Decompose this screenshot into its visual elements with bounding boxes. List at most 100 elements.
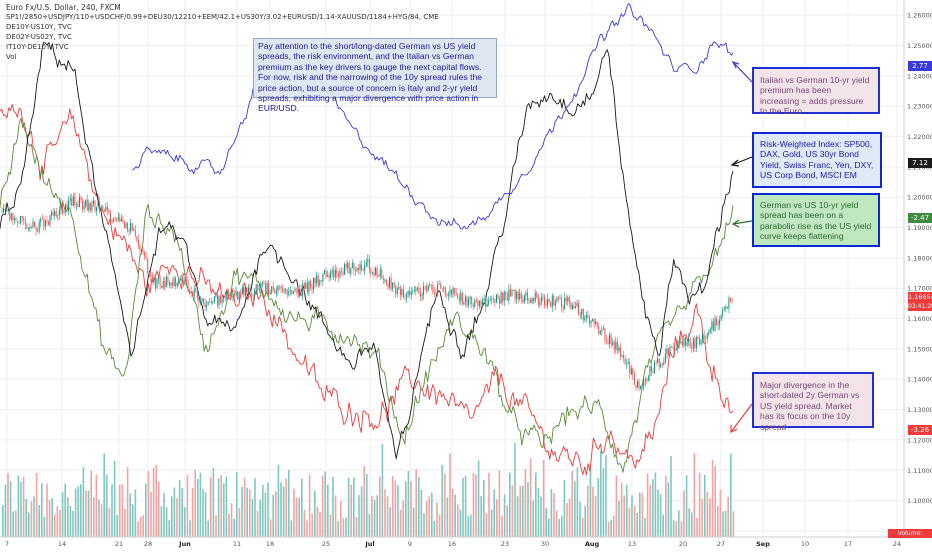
price-candle [551, 295, 553, 307]
price-candle [609, 334, 611, 344]
price-candle [399, 287, 401, 295]
volume-bar [498, 470, 501, 537]
price-candle [240, 291, 242, 293]
price-candle [595, 321, 597, 324]
price-candle [182, 281, 184, 285]
price-candle [125, 223, 127, 228]
volume-bar [74, 488, 77, 537]
price-candle [91, 204, 93, 211]
price-candle [58, 210, 60, 216]
volume-bar [477, 460, 480, 537]
price-candle [40, 218, 42, 222]
price-candle [618, 347, 620, 351]
overlay-risk-index-label[interactable]: SP1!/2850+USDJPY/110+USDCHF/0.99+DEU30/1… [6, 13, 439, 21]
price-candle [726, 306, 728, 309]
price-candle [539, 302, 541, 306]
volume-bar [61, 492, 64, 537]
price-candle [230, 294, 232, 297]
volume-bar [350, 484, 352, 537]
price-candle [458, 297, 460, 302]
overlay-de10y-us10y-label[interactable]: DE10Y-US10Y, TVC [6, 23, 72, 31]
overlay-de02y-us02y-label[interactable]: DE02Y-US02Y, TVC [6, 33, 72, 41]
price-candle [694, 338, 696, 348]
volume-bar [194, 469, 196, 537]
volume-bar [553, 493, 555, 537]
price-candle [164, 280, 166, 288]
price-candle [255, 284, 257, 291]
price-candle [198, 297, 200, 303]
price-candle [714, 319, 716, 331]
price-candle [99, 202, 101, 211]
price-candle [325, 271, 327, 277]
price-candle [699, 338, 700, 345]
divergence-annotation-box[interactable]: Major divergence in the short-dated 2y G… [752, 372, 874, 432]
price-candle [592, 319, 594, 321]
volume-bar [516, 496, 519, 537]
price-candle [277, 285, 279, 292]
volume-bar [145, 483, 147, 537]
volume-bar [158, 481, 160, 537]
price-candle [720, 315, 722, 321]
price-candle [178, 279, 180, 283]
price-candle [382, 278, 384, 281]
volume-bar [425, 500, 428, 537]
price-candle [77, 204, 79, 208]
time-axis[interactable]: 7 14 21 28 Jun 11 18 25 Jul 9 16 23 30 Aug 13 20 27 Sep 10… [5, 540, 901, 548]
volume-bar [54, 514, 56, 537]
german-annotation-box[interactable]: German vs US 10-yr yield spread has been… [752, 193, 880, 247]
price-candle [142, 250, 144, 253]
volume-bar [711, 460, 714, 537]
price-candle [627, 362, 629, 364]
volume-label[interactable]: Vol [6, 53, 17, 61]
volume-bar [2, 505, 4, 537]
volume-bar [444, 473, 446, 537]
volume-bar [691, 512, 693, 537]
price-candle [176, 282, 178, 286]
volume-bar [451, 489, 454, 537]
volume-bar [709, 498, 711, 537]
price-candle [203, 298, 204, 303]
volume-bar [132, 504, 134, 537]
volume-bar [212, 468, 215, 537]
price-candle [110, 213, 111, 220]
price-axis[interactable]: 1.260001.250001.240001.230001.220001.210… [907, 12, 932, 536]
volume-bar [563, 479, 566, 537]
volume-bar [85, 490, 87, 537]
price-candle [37, 230, 39, 232]
price-candle [31, 227, 32, 228]
volume-bar [191, 487, 194, 537]
volume-bar [662, 514, 664, 537]
price-candle [404, 297, 406, 299]
price-candle [457, 295, 459, 298]
risk-annotation-box[interactable]: Risk-Weighted Index: SP500, DAX, Gold, U… [752, 132, 882, 188]
overlay-it10y-de10y-label[interactable]: IT10Y-DE10Y, TVC [6, 43, 69, 51]
volume-bar [483, 480, 485, 537]
volume-bar [319, 512, 321, 537]
arrow-italian [732, 61, 753, 83]
volume-bar [381, 444, 384, 537]
italian-annotation-box[interactable]: Italian vs German 10-yr yield premium ha… [752, 67, 880, 116]
price-candle [579, 314, 581, 316]
volume-bar [628, 508, 631, 537]
price-candle [347, 262, 349, 268]
price-candle [626, 363, 628, 365]
price-candle [482, 300, 483, 307]
volume-bar [67, 497, 69, 537]
price-candle [218, 295, 220, 306]
price-candle [706, 334, 708, 339]
price-candle [559, 298, 561, 299]
price-candle [327, 275, 328, 277]
price-candle [283, 290, 285, 292]
price-candle [505, 291, 507, 295]
volume-bar [529, 458, 532, 537]
symbol-title[interactable]: Euro Fx/U.S. Dollar, 240, FXCM [6, 3, 121, 12]
price-candle [466, 296, 468, 306]
volume-bar [38, 505, 40, 537]
volume-value-tag: Volume: 24.01K [888, 529, 932, 546]
price-candle [666, 349, 668, 354]
price-candle [536, 292, 538, 298]
price-candle [111, 219, 113, 221]
volume-bar [506, 505, 508, 537]
top-annotation-box[interactable]: Pay attention to the short/long-dated Ge… [253, 38, 497, 113]
price-candle [530, 299, 532, 303]
